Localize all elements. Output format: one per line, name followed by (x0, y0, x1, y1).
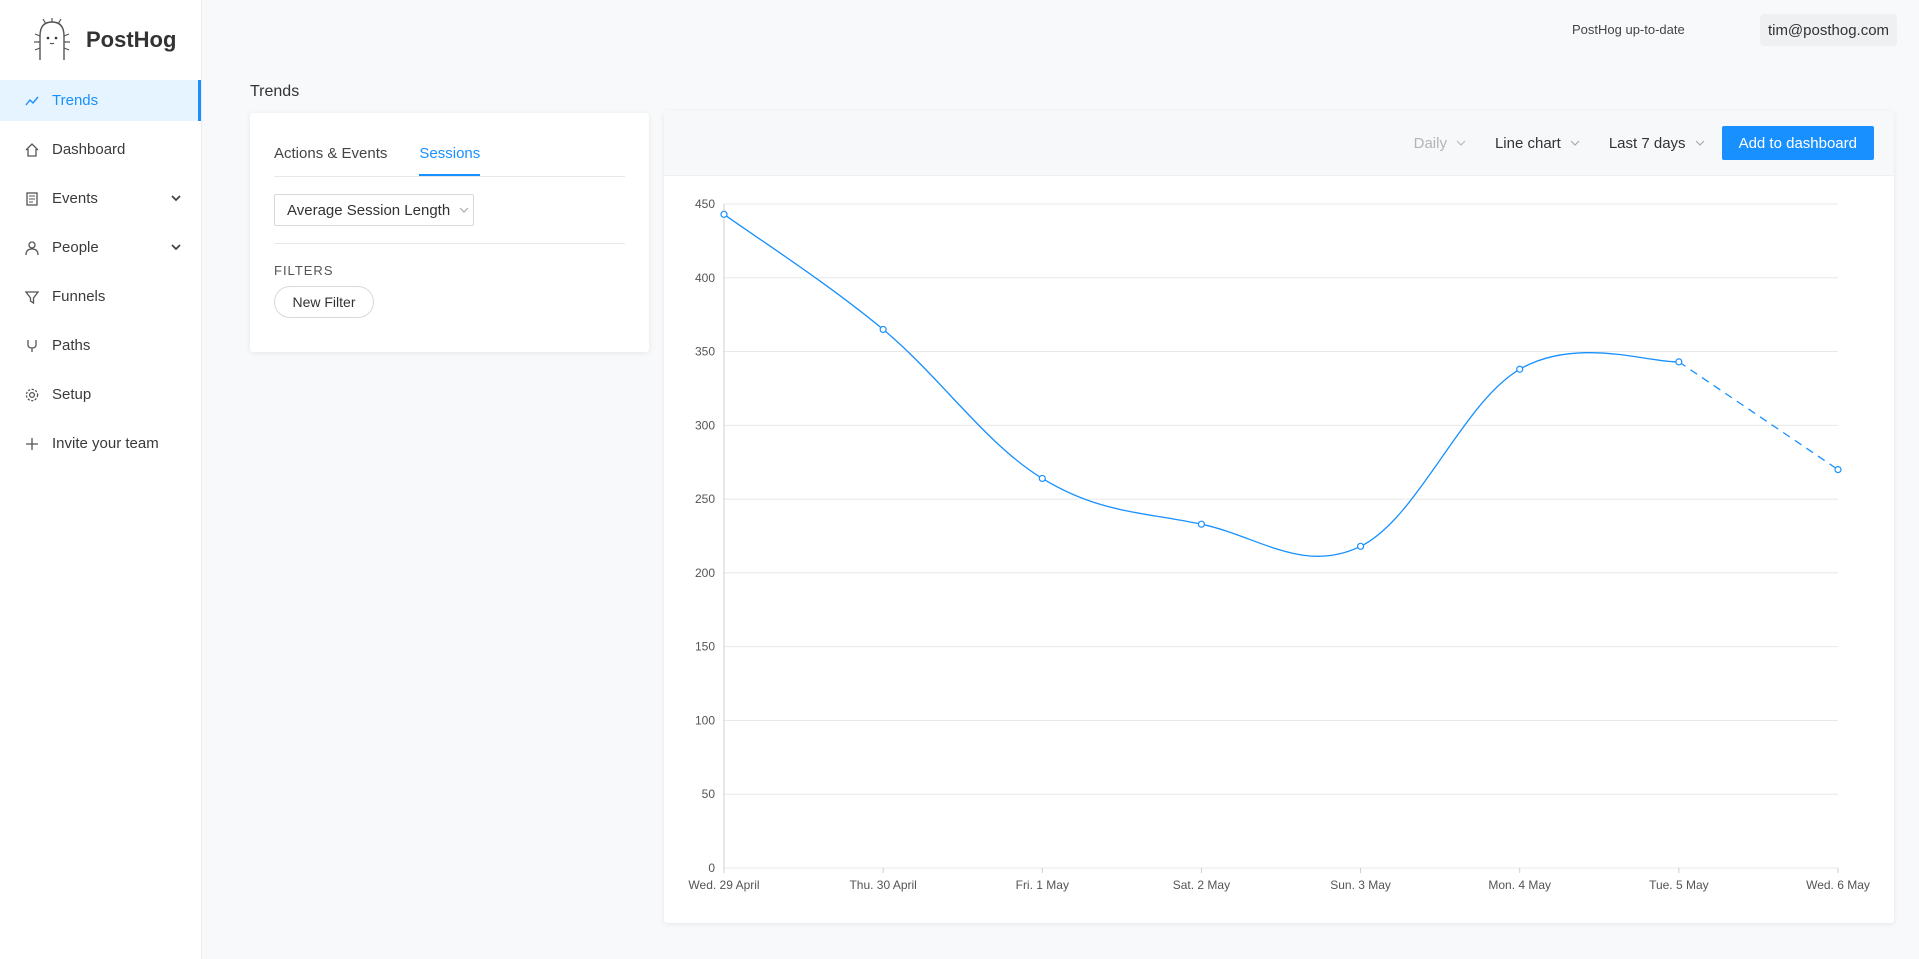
session-metric-select[interactable]: Average Session Length (274, 194, 474, 226)
status-text: PostHog up-to-date (1572, 22, 1685, 37)
y-tick-label: 300 (695, 418, 715, 432)
tab-actions-events[interactable]: Actions & Events (274, 145, 388, 162)
data-point (720, 210, 728, 218)
query-panel: Actions & Events Sessions Average Sessio… (250, 113, 649, 352)
chevron-down-icon (459, 207, 469, 213)
chevron-down-icon (1570, 140, 1580, 146)
sidebar-item-paths[interactable]: Paths (0, 325, 201, 366)
y-tick-label: 400 (695, 271, 715, 285)
sidebar-item-trends[interactable]: Trends (0, 80, 201, 121)
sidebar-item-label: Invite your team (52, 435, 159, 452)
person-icon (24, 240, 40, 256)
trend-line-chart: 0 50 100 150 200 250 300 350 400 450 Wed. 29 April… (688, 197, 1870, 892)
y-tick-label: 350 (695, 345, 715, 359)
document-icon (24, 191, 40, 207)
chart-card: Daily Line chart Last 7 days Add to dash… (664, 111, 1894, 923)
chevron-down-icon (1695, 140, 1704, 146)
sidebar-item-funnels[interactable]: Funnels (0, 276, 201, 317)
chevron-down-icon[interactable] (169, 240, 183, 254)
sidebar-item-label: Trends (52, 92, 99, 109)
add-to-dashboard-button[interactable]: Add to dashboard (1721, 126, 1874, 160)
branch-icon (24, 338, 40, 354)
data-point (879, 325, 887, 334)
sidebar-item-dashboard[interactable]: Dashboard (0, 129, 201, 170)
y-tick-label: 100 (695, 713, 715, 727)
sidebar: PostHog Trends Dashboard Events Peop (0, 0, 202, 959)
query-tabs: Actions & Events Sessions (274, 113, 625, 177)
x-tick-label: Wed. 6 May (1806, 878, 1870, 892)
home-icon (24, 142, 40, 158)
date-range-select[interactable]: Last 7 days (1609, 135, 1706, 152)
plus-icon (24, 436, 40, 452)
sidebar-nav: Trends Dashboard Events People (0, 80, 201, 464)
hedgehog-logo-icon (34, 18, 70, 60)
page-title: Trends (250, 83, 300, 100)
data-point (1356, 542, 1365, 550)
y-tick-label: 50 (702, 787, 716, 801)
interval-value: Daily (1413, 134, 1447, 152)
x-tick-label: Tue. 5 May (1649, 878, 1709, 892)
x-tick-label: Fri. 1 May (1016, 878, 1069, 892)
sidebar-item-label: Events (52, 190, 98, 207)
y-tick-label: 200 (695, 566, 715, 580)
y-tick-label: 150 (695, 640, 715, 654)
display-type-select[interactable]: Line chart (1495, 135, 1581, 152)
brand[interactable]: PostHog (0, 0, 201, 80)
app-name: PostHog (86, 27, 177, 52)
user-menu-button[interactable]: tim@posthog.com (1760, 14, 1897, 46)
sidebar-item-invite-team[interactable]: Invite your team (0, 423, 201, 464)
funnel-icon (24, 289, 40, 305)
sidebar-item-label: People (52, 239, 99, 256)
session-metric-value: Average Session Length (287, 201, 451, 219)
interval-select[interactable]: Daily (1414, 135, 1467, 152)
sidebar-item-setup[interactable]: Setup (0, 374, 201, 415)
x-tick-label: Sat. 2 May (1173, 878, 1230, 892)
data-point (1675, 358, 1683, 366)
chart-toolbar: Daily Line chart Last 7 days Add to dash… (664, 111, 1894, 176)
date-range-value: Last 7 days (1608, 134, 1686, 152)
sidebar-item-label: Dashboard (52, 141, 126, 158)
tab-sessions[interactable]: Sessions (419, 145, 481, 176)
chevron-down-icon (1456, 140, 1466, 146)
sidebar-item-label: Paths (52, 337, 91, 354)
x-tick-label: Mon. 4 May (1488, 878, 1551, 892)
gear-icon (24, 387, 40, 403)
data-point (1516, 365, 1524, 373)
y-tick-label: 250 (695, 492, 715, 506)
sidebar-item-people[interactable]: People (0, 227, 201, 268)
data-point (1834, 466, 1842, 474)
series-line-incomplete (1678, 361, 1839, 471)
filters-heading: FILTERS (274, 263, 334, 278)
new-filter-button[interactable]: New Filter (274, 286, 374, 318)
sidebar-item-events[interactable]: Events (0, 178, 201, 219)
series-line (723, 213, 1679, 557)
x-tick-label: Thu. 30 April (849, 878, 916, 892)
chevron-down-icon[interactable] (169, 191, 183, 205)
y-tick-label: 450 (695, 197, 715, 211)
display-type-value: Line chart (1494, 134, 1561, 152)
trend-line-icon (24, 93, 40, 109)
x-tick-label: Sun. 3 May (1330, 878, 1391, 892)
sidebar-item-label: Funnels (52, 288, 106, 305)
y-tick-label: 0 (708, 861, 715, 875)
x-tick-label: Wed. 29 April (688, 878, 759, 892)
data-point (1038, 474, 1046, 483)
sidebar-item-label: Setup (52, 386, 92, 403)
data-point (1197, 520, 1206, 528)
divider (274, 243, 625, 244)
